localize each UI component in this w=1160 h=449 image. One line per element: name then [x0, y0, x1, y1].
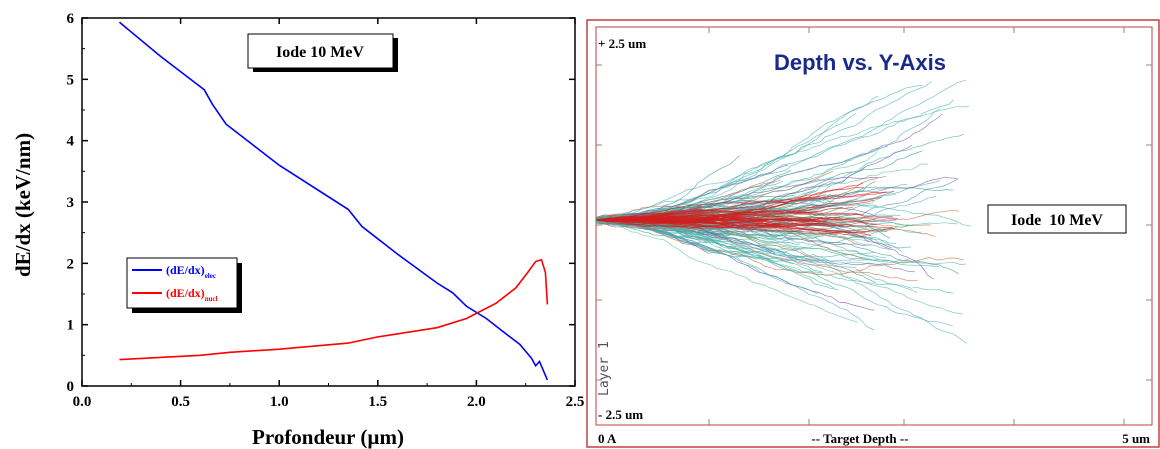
y-tick-label: 0	[67, 379, 75, 395]
annotation-box: Iode 10 MeV	[247, 33, 398, 72]
y-bottom-label: - 2.5 um	[598, 407, 643, 422]
ion-track-core	[595, 217, 722, 224]
ion-track	[595, 221, 964, 277]
legend-label-nucl: (dE/dx)nucl	[166, 286, 218, 303]
ion-track	[595, 84, 923, 221]
y-tick-label: 3	[67, 195, 75, 211]
ion-track-core	[595, 191, 895, 221]
y-tick-label: 6	[67, 11, 75, 27]
x-end-label: 5 um	[1122, 431, 1150, 446]
ion-track-core	[595, 213, 823, 221]
ion-track-core	[595, 182, 864, 224]
annotation-text: Iode 10 MeV	[1011, 212, 1103, 229]
layer-label: Layer 1	[597, 341, 612, 396]
x-tick-label: 1.0	[270, 394, 289, 410]
outer-frame	[586, 19, 1160, 448]
annotation-text: Iode 10 MeV	[276, 44, 364, 61]
series-line-elec	[118, 21, 549, 381]
ion-track	[595, 113, 857, 218]
y-tick-label: 2	[67, 256, 75, 272]
y-tick-label: 5	[67, 72, 75, 88]
ion-track	[596, 221, 786, 256]
annotation-box: Iode 10 MeV	[987, 204, 1127, 234]
legend: (dE/dx)elec (dE/dx)nucl	[126, 257, 242, 313]
y-axis-label: dE/dx (keV/nm)	[11, 133, 35, 277]
x-tick-label: 2.5	[566, 394, 584, 410]
x-axis-label: Profondeur (µm)	[252, 425, 404, 449]
y-top-label: + 2.5 um	[598, 36, 646, 51]
x-axis-label: -- Target Depth --	[811, 431, 908, 446]
trim-depth-panel: Depth vs. Y-Axis + 2.5 um - 2.5 um Layer…	[586, 19, 1160, 448]
ion-track-core	[595, 207, 765, 221]
ion-tracks	[595, 79, 972, 344]
tick-group: 0.0 0.5 1.0 1.5 2.0 2.5 0 1 2 3 4 5 6	[67, 11, 585, 410]
series-line-nucl	[119, 258, 549, 361]
ion-track	[595, 81, 932, 218]
y-tick-label: 1	[67, 318, 75, 334]
x-tick-label: 0.5	[171, 394, 190, 410]
line-series-group	[118, 21, 549, 381]
x-tick-label: 2.0	[467, 394, 486, 410]
plot-title: Depth vs. Y-Axis	[774, 50, 946, 75]
x-tick-label: 0.0	[73, 394, 92, 410]
stopping-power-chart: 0.0 0.5 1.0 1.5 2.0 2.5 0 1 2 3 4 5 6 Iode 10 MeV (d…	[11, 11, 585, 449]
ion-track	[595, 221, 819, 295]
plot-ticks	[596, 27, 1152, 425]
x-tick-label: 1.5	[368, 394, 387, 410]
ion-track-core	[595, 218, 659, 222]
x-start-label: 0 A	[598, 431, 617, 446]
ion-track	[595, 221, 859, 323]
y-tick-label: 4	[67, 134, 75, 150]
legend-label-elec: (dE/dx)elec	[166, 263, 216, 280]
